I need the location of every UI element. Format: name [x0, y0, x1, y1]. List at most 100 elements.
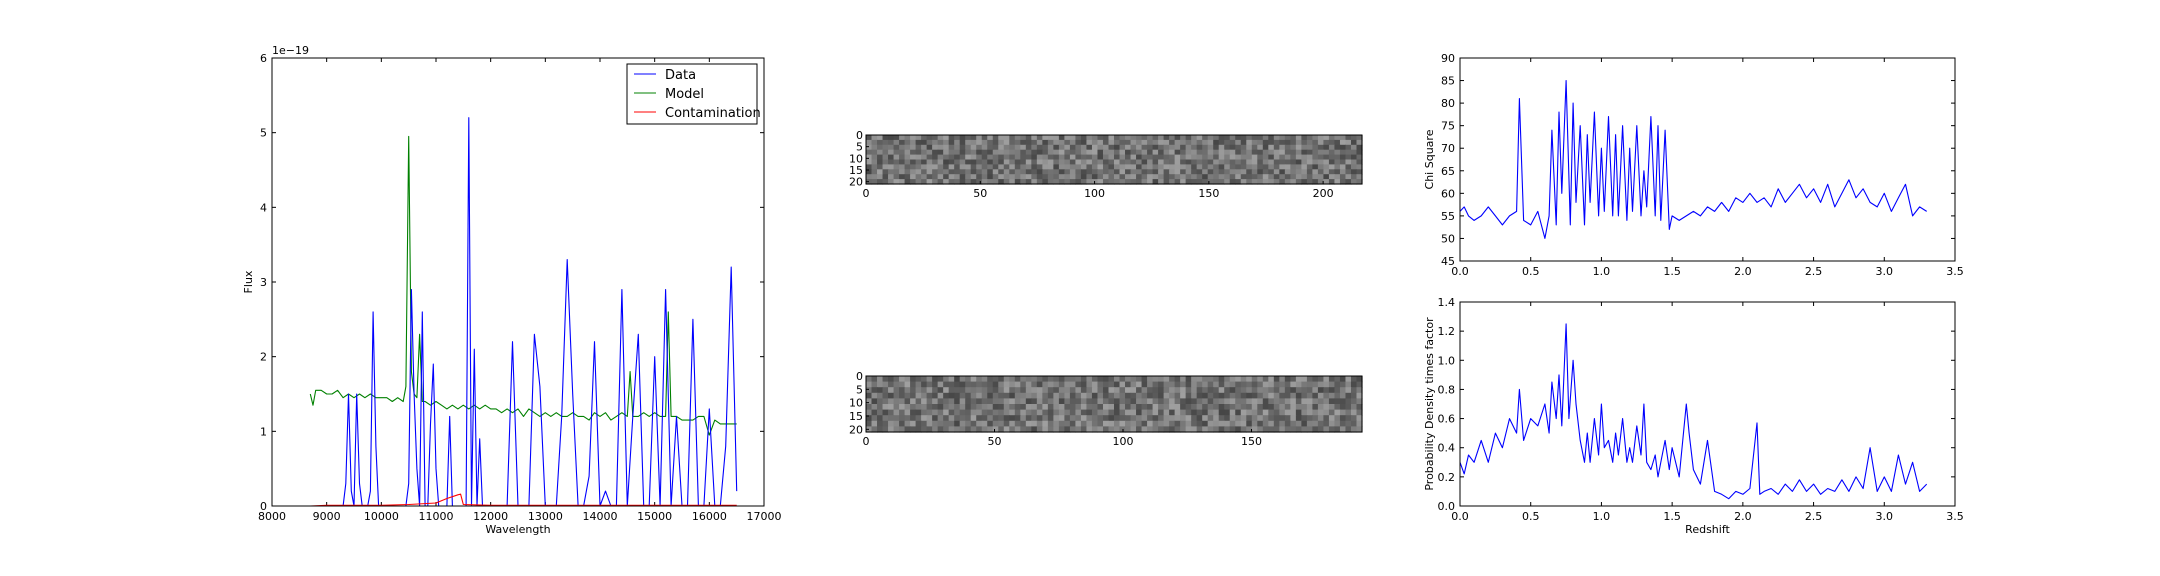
image-bottom-pixel — [1064, 376, 1071, 383]
image-top-pixel — [1075, 135, 1082, 141]
image-bottom-pixel — [1031, 409, 1038, 416]
image-top-pixel — [1268, 149, 1275, 156]
chi-square-xtick-label: 1.0 — [1593, 265, 1611, 278]
image-bottom-pixel — [1301, 376, 1308, 383]
image-top-pixel — [948, 159, 955, 165]
image-top-pixel — [882, 169, 889, 175]
image-top-pixel — [1284, 174, 1291, 180]
image-bottom-pixel — [1009, 426, 1016, 433]
image-bottom-pixel — [1119, 381, 1126, 388]
image-top-pixel — [1328, 174, 1336, 180]
image-top-pixel — [959, 169, 966, 175]
image-bottom-pixel — [1169, 387, 1176, 394]
image-bottom-pixel — [871, 426, 878, 433]
image-top-pixel — [899, 174, 906, 180]
image-top-pixel — [866, 179, 873, 185]
image-top-pixel — [1053, 159, 1060, 165]
image-top-pixel — [1152, 164, 1159, 170]
image-top-pixel — [1350, 139, 1358, 146]
image-top-pixel — [1185, 174, 1192, 180]
image-bottom-pixel — [1036, 426, 1043, 433]
image-bottom-pixel — [1350, 387, 1358, 394]
image-top-pixel — [1009, 169, 1016, 175]
image-bottom-pixel — [1312, 409, 1319, 416]
image-bottom-pixel — [1014, 420, 1021, 427]
image-bottom-pixel — [943, 415, 950, 422]
image-top-pixel — [1003, 144, 1010, 151]
image-top-pixel — [1207, 135, 1214, 141]
image-top-pixel — [1058, 149, 1065, 156]
image-bottom-pixel — [1235, 376, 1242, 383]
image-bottom-pixel — [1185, 398, 1192, 405]
image-top-pixel — [893, 179, 900, 185]
image-top-pixel — [1229, 135, 1236, 141]
image-bottom-pixel — [1025, 392, 1032, 399]
image-top-pixel — [1058, 174, 1065, 180]
image-bottom-pixel — [1053, 426, 1060, 433]
image-top-pixel — [1279, 154, 1286, 161]
image-top-pixel — [1069, 135, 1077, 141]
image-top-pixel — [1268, 154, 1275, 161]
image-top-pixel — [1251, 139, 1258, 146]
image-top-pixel — [1229, 179, 1236, 185]
image-bottom-pixel — [904, 387, 911, 394]
image-bottom-pixel — [1125, 376, 1132, 383]
image-top-pixel — [1213, 164, 1220, 170]
image-bottom-pixel — [1246, 415, 1253, 422]
image-top-pixel — [1295, 174, 1302, 180]
image-bottom-pixel — [1091, 415, 1099, 422]
image-top-pixel — [981, 144, 988, 151]
image-top-pixel — [1279, 159, 1286, 165]
image-top-pixel — [1036, 135, 1043, 141]
image-bottom-pixel — [1251, 398, 1258, 405]
image-top-pixel — [921, 154, 928, 161]
image-bottom-pixel — [1334, 409, 1341, 416]
image-top-pixel — [888, 154, 895, 161]
chi-square-ytick-label: 70 — [1441, 142, 1455, 155]
image-bottom-pixel — [1053, 404, 1060, 411]
image-top-pixel — [937, 164, 944, 170]
image-bottom-pixel — [1290, 392, 1297, 399]
image-bottom-pixel — [1257, 376, 1264, 383]
image-top-pixel — [1064, 154, 1071, 161]
spectrum-ytick-label: 6 — [260, 52, 267, 65]
image-bottom-pixel — [1020, 415, 1027, 422]
image-top-pixel — [1295, 169, 1302, 175]
image-top-pixel — [1009, 179, 1016, 185]
image-top-pixel — [1202, 135, 1209, 141]
image-top-pixel — [1202, 139, 1209, 146]
image-bottom-pixel — [970, 376, 977, 383]
image-bottom-pixel — [1235, 392, 1242, 399]
image-top-pixel — [1114, 164, 1121, 170]
image-top-pixel — [1213, 179, 1220, 185]
image-bottom-pixel — [877, 415, 884, 422]
image-top-pixel — [954, 169, 961, 175]
image-top-pixel — [1075, 179, 1082, 185]
image-top-pixel — [893, 174, 900, 180]
image-bottom-pixel — [1053, 392, 1060, 399]
image-top-pixel — [1284, 154, 1291, 161]
image-top-pixel — [937, 154, 944, 161]
image-bottom-pixel — [1202, 392, 1209, 399]
image-top-pixel — [1058, 169, 1065, 175]
image-bottom-pixel — [882, 398, 889, 405]
image-top-pixel — [1025, 169, 1032, 175]
image-top-pixel — [1102, 159, 1110, 165]
image-top-pixel — [1306, 174, 1313, 180]
image-bottom-pixel — [899, 387, 906, 394]
image-bottom-pixel — [970, 387, 977, 394]
image-top-pixel — [1229, 159, 1236, 165]
image-top-pixel — [970, 144, 977, 151]
image-bottom-pixel — [1180, 404, 1187, 411]
image-bottom-pixel — [926, 415, 933, 422]
image-top-pixel — [1064, 149, 1071, 156]
chi-square-plot: Chi Square 0.0 0.5 1.0 1.5 2.0 2.5 3.0 3.545505… — [1423, 52, 1964, 278]
image-top-pixel — [1025, 144, 1032, 151]
image-top-pixel — [1086, 179, 1093, 185]
image-top-pixel — [1345, 169, 1352, 175]
image-top-pixel — [954, 139, 961, 146]
image-top-pixel — [976, 169, 983, 175]
image-bottom-pixel — [1268, 404, 1275, 411]
image-bottom-pixel — [1075, 392, 1082, 399]
